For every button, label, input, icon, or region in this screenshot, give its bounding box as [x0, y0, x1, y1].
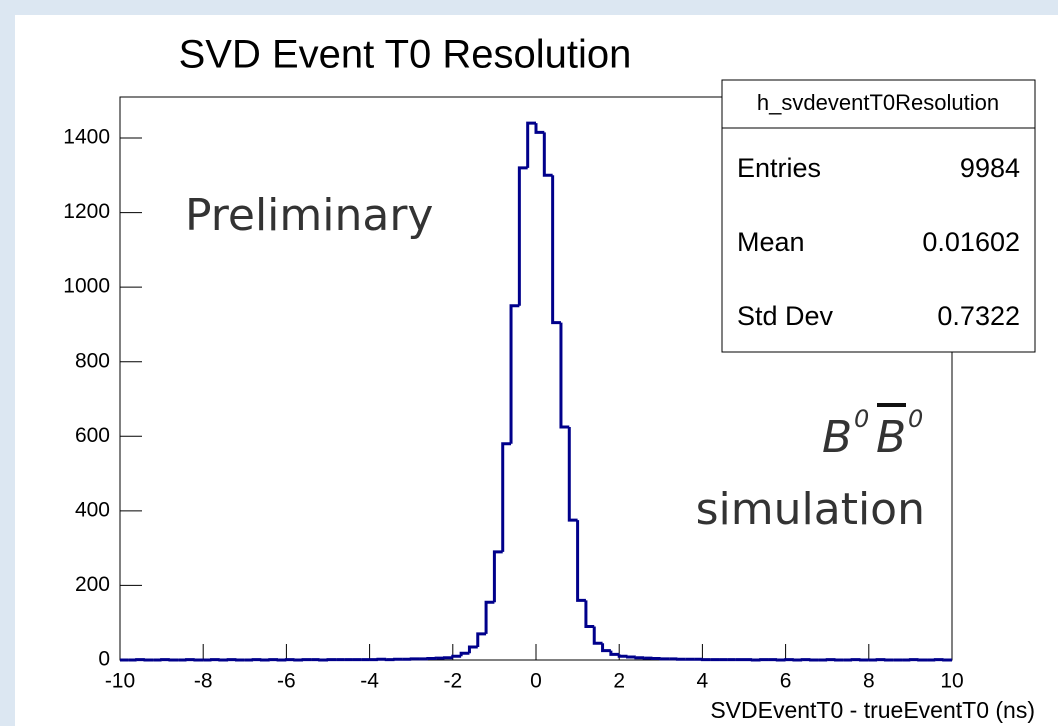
- stats-frame: [721, 79, 1036, 353]
- y-tick-label: 1400: [63, 126, 110, 149]
- stats-label: Entries: [737, 153, 821, 183]
- process-part: 0: [854, 405, 869, 433]
- histogram-bin: [484, 600, 495, 634]
- histogram-bin: [559, 322, 570, 429]
- histogram-bin: [626, 655, 636, 659]
- y-tick-label: 1000: [63, 275, 110, 298]
- annotation: simulation: [696, 484, 925, 535]
- y-tick-label: 1200: [63, 200, 110, 223]
- stats-label: Std Dev: [737, 301, 834, 331]
- histogram-bin: [451, 654, 462, 658]
- stats-value: 0.7322: [937, 301, 1020, 331]
- histogram-bin: [476, 632, 487, 647]
- process-label: B 0 B 0: [822, 403, 923, 463]
- histogram-bin: [592, 626, 603, 645]
- stats-value: 0.01602: [922, 227, 1020, 257]
- y-tick-label: 200: [75, 573, 110, 596]
- x-tick-label: -6: [277, 670, 296, 693]
- y-tick-label: 600: [75, 424, 110, 447]
- x-tick-label: -8: [194, 670, 213, 693]
- histogram-bin: [517, 166, 528, 306]
- x-tick-label: -4: [360, 670, 379, 693]
- process-part: B: [876, 412, 906, 463]
- y-tick-label: 0: [98, 648, 110, 671]
- histogram-bin: [567, 426, 578, 522]
- histogram-bin: [526, 121, 536, 168]
- x-tick-label: -2: [443, 670, 462, 693]
- x-tick-label: 4: [697, 670, 709, 693]
- histogram-bin: [609, 650, 620, 656]
- x-tick-label: 6: [780, 670, 792, 693]
- stats-name: h_svdeventT0Resolution: [757, 90, 999, 115]
- histogram-bin: [576, 520, 586, 602]
- histogram-bin: [601, 643, 611, 653]
- stats-value: 9984: [960, 153, 1020, 183]
- y-tick-label: 800: [75, 349, 110, 372]
- histogram-bin: [459, 651, 470, 657]
- histogram-bin: [534, 123, 545, 134]
- process-part: 0: [908, 405, 923, 433]
- histogram-bin: [542, 132, 553, 177]
- stats-label: Mean: [737, 227, 805, 257]
- annotation: Preliminary: [185, 190, 433, 241]
- x-tick-label: -10: [105, 670, 135, 693]
- y-tick-label: 400: [75, 498, 110, 521]
- histogram-bin: [467, 645, 478, 654]
- chart-title: SVD Event T0 Resolution: [179, 33, 632, 77]
- x-tick-label: 0: [530, 670, 542, 693]
- x-tick-label: 2: [613, 670, 625, 693]
- histogram-bin: [634, 656, 645, 660]
- x-tick-label: 10: [940, 670, 963, 693]
- histogram-bin: [501, 442, 512, 552]
- process-part: B: [822, 412, 852, 463]
- stats-box: h_svdeventT0Resolution Entries 9984 Mean…: [721, 79, 1036, 353]
- histogram-bin: [509, 304, 520, 444]
- x-tick-label: 8: [863, 670, 875, 693]
- histogram-bin: [617, 654, 628, 658]
- histogram-bin: [584, 600, 595, 628]
- x-axis-label: SVDEventT0 - trueEventT0 (ns): [710, 697, 1035, 723]
- histogram-bin: [551, 175, 561, 325]
- histogram-bin: [492, 550, 503, 603]
